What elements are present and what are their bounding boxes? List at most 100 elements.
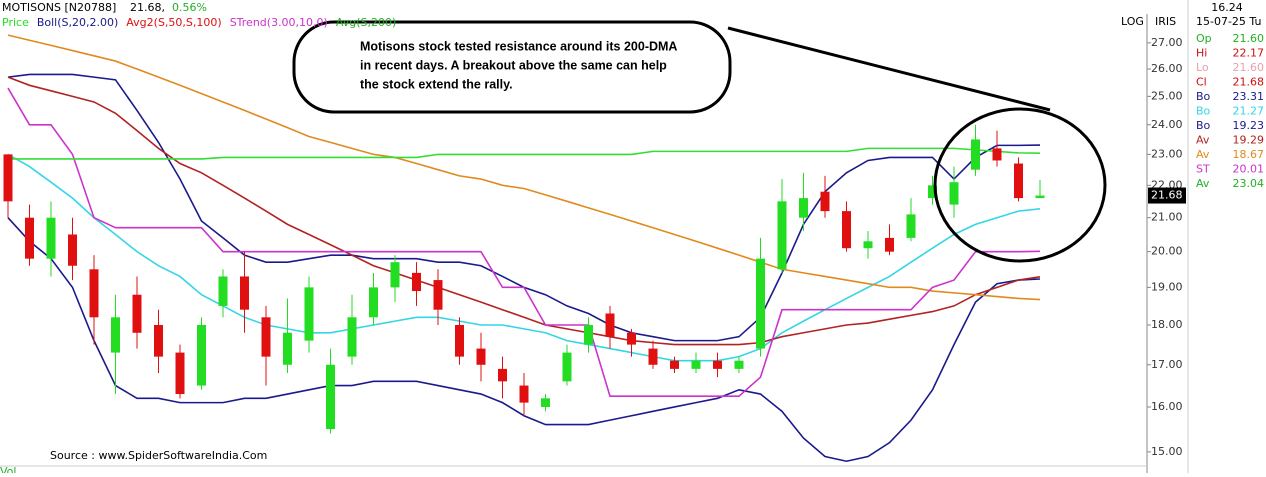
- legend-entry: STrend(3.00,10,0): [230, 16, 328, 29]
- candle-body: [906, 214, 916, 238]
- y-tick-label: 20.00: [1151, 245, 1183, 258]
- info-label: Bo: [1196, 90, 1211, 103]
- candle-body: [154, 324, 163, 357]
- candle-body: [863, 241, 873, 249]
- info-label: Bo: [1196, 119, 1211, 132]
- candle-body: [627, 332, 636, 345]
- candle-body: [928, 185, 937, 199]
- annotation-box: [292, 20, 732, 114]
- candle-body: [498, 368, 507, 382]
- price: 21.68,: [130, 1, 165, 14]
- candle-body: [734, 360, 744, 369]
- candle-body: [347, 317, 357, 357]
- change: 0.56%: [172, 1, 207, 14]
- info-label: Op: [1196, 32, 1212, 45]
- legend-entry: Price: [2, 16, 29, 29]
- candle-body: [691, 360, 701, 369]
- candle-body: [390, 262, 400, 288]
- y-tick-label: 25.00: [1151, 89, 1183, 102]
- candle-body: [197, 324, 206, 386]
- y-tick-label: 18.00: [1151, 318, 1183, 331]
- info-label: Hi: [1196, 47, 1207, 60]
- candle-body: [326, 364, 335, 430]
- indicator-name: IRIS: [1155, 15, 1176, 28]
- candle-body: [25, 217, 34, 259]
- info-value: 19.29: [1233, 134, 1265, 147]
- info-value: 23.04: [1233, 177, 1265, 190]
- y-tick-label: 26.00: [1151, 62, 1183, 75]
- legend-entry: Avg2(S,50,S,100): [126, 16, 221, 29]
- candle-body: [670, 360, 679, 369]
- candle-body: [369, 287, 378, 318]
- info-time: 16.24: [1211, 1, 1243, 14]
- info-label: ST: [1196, 163, 1210, 176]
- info-label: Bo: [1196, 105, 1211, 118]
- candle-body: [648, 348, 658, 365]
- candle-body: [799, 198, 808, 218]
- indicator-line: [7, 87, 1041, 397]
- y-tick-label: 24.00: [1151, 118, 1183, 131]
- candle-body: [584, 324, 593, 345]
- info-label: Lo: [1196, 61, 1209, 74]
- info-label: Av: [1196, 148, 1210, 161]
- y-tick-label: 21.00: [1151, 211, 1183, 224]
- y-tick-label: 15.00: [1151, 445, 1183, 458]
- volume-label: Vol: [0, 465, 16, 473]
- candle-body: [842, 211, 851, 249]
- indicator-line: [7, 34, 1041, 301]
- candle-body: [412, 272, 421, 292]
- indicator-line: [8, 147, 1041, 160]
- annotation-text: in recent days. A breakout above the sam…: [360, 58, 667, 72]
- annotation-text: the stock extend the rally.: [360, 77, 513, 91]
- y-tick-label: 17.00: [1151, 358, 1183, 371]
- y-tick-label: 16.00: [1151, 400, 1183, 413]
- info-label: Av: [1196, 177, 1210, 190]
- info-value: 21.60: [1233, 32, 1265, 45]
- symbol: MOTISONS [N20788]: [2, 1, 116, 14]
- legend-entry: Boll(S,20,2.00): [37, 16, 118, 29]
- candle-body: [218, 276, 228, 306]
- info-value: 21.27: [1233, 105, 1265, 118]
- candle-body: [541, 398, 550, 407]
- candle-body: [1035, 195, 1045, 199]
- candle-body: [562, 352, 572, 382]
- info-value: 23.31: [1233, 90, 1265, 103]
- candle-body: [283, 332, 292, 365]
- candle-body: [519, 385, 529, 403]
- candle-body: [605, 313, 615, 337]
- candle-body: [949, 182, 959, 205]
- info-date: 15-07-25 Tu: [1196, 15, 1261, 28]
- annotation: Motisons stock tested resistance around …: [292, 20, 1107, 263]
- candle-body: [1014, 163, 1023, 199]
- indicator-line: [7, 153, 1041, 362]
- candle-body: [433, 280, 443, 310]
- candle-body: [68, 234, 77, 266]
- indicator-line: [7, 76, 1041, 346]
- candle-body: [240, 276, 249, 310]
- scale-mode: LOG: [1121, 15, 1144, 28]
- legend-entry: Avg(S,200): [336, 16, 396, 29]
- last-price-label: 21.68: [1151, 189, 1183, 202]
- source: Source : www.SpiderSoftwareIndia.Com: [50, 449, 267, 462]
- candle-body: [455, 324, 464, 357]
- candle-body: [111, 317, 120, 353]
- candle-body: [261, 317, 271, 357]
- y-tick-label: 27.00: [1151, 36, 1183, 49]
- info-label: Cl: [1196, 76, 1207, 89]
- candle-body: [971, 139, 980, 170]
- candle-body: [820, 191, 830, 212]
- candle-body: [713, 360, 722, 369]
- candle-body: [992, 148, 1002, 161]
- candle-body: [476, 348, 486, 365]
- info-value: 20.01: [1233, 163, 1265, 176]
- info-value: 19.23: [1233, 119, 1265, 132]
- plot-area: [3, 34, 1045, 463]
- annotation-pointer: [727, 26, 1051, 112]
- y-tick-label: 19.00: [1151, 280, 1183, 293]
- highlight-circle: [933, 107, 1107, 263]
- candle-body: [175, 352, 185, 395]
- candle-body: [304, 287, 314, 341]
- info-value: 21.60: [1233, 61, 1265, 74]
- candle-body: [885, 237, 894, 252]
